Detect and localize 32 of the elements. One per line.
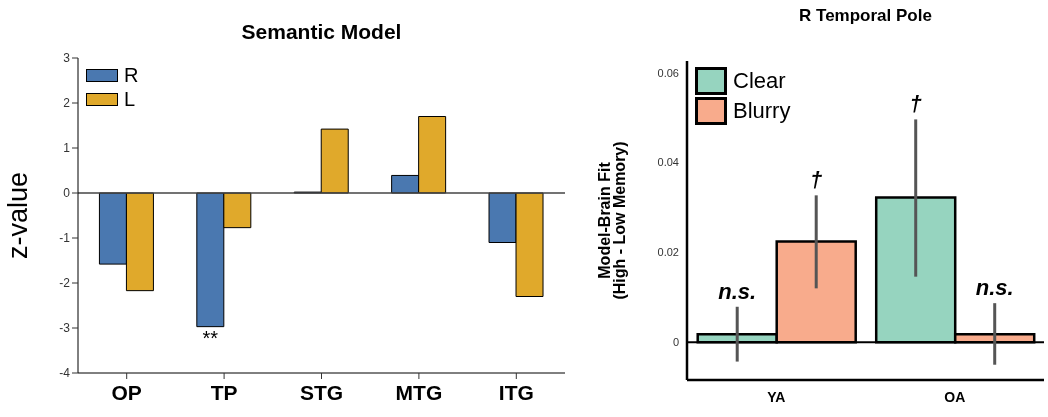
y-tick-label: 0.04 [657, 156, 679, 169]
y-axis-title: Model-Brain Fit (High - Low Memory) [596, 141, 628, 300]
x-tick-label: OA [944, 388, 966, 405]
x-tick-label: YA [767, 388, 786, 405]
y-tick-label: -3 [59, 321, 71, 336]
y-tick-label: 1 [63, 141, 71, 156]
annotation: ** [202, 327, 219, 350]
annotation: † [810, 167, 823, 193]
y-tick-label: -1 [59, 231, 71, 246]
annotation: n.s. [975, 275, 1014, 301]
y-tick-label: 0 [63, 186, 71, 201]
legend-label: L [124, 88, 136, 110]
x-tick-label: STG [299, 380, 344, 404]
x-tick-label: MTG [395, 380, 443, 404]
y-tick-label: -4 [59, 366, 71, 381]
x-tick-label: OP [111, 380, 142, 404]
chart-title: Semantic Model [240, 20, 403, 44]
y-tick-label: 0.02 [657, 246, 679, 259]
y-tick-label: 2 [63, 96, 71, 111]
legend-label: Clear [733, 67, 786, 94]
y-tick-label: 3 [63, 51, 71, 66]
x-tick-label: TP [210, 380, 238, 404]
y-tick-label: 0.06 [657, 66, 679, 79]
annotation: † [909, 91, 922, 117]
legend-label: Blurry [733, 97, 791, 124]
legend-label: R [124, 64, 139, 86]
y-tick-label: 0 [672, 336, 679, 349]
chart-title: R Temporal Pole [798, 6, 933, 26]
y-axis-title: z-value [3, 171, 34, 260]
x-tick-label: ITG [498, 380, 534, 404]
y-tick-label: -2 [59, 276, 71, 291]
annotation: n.s. [718, 278, 757, 304]
